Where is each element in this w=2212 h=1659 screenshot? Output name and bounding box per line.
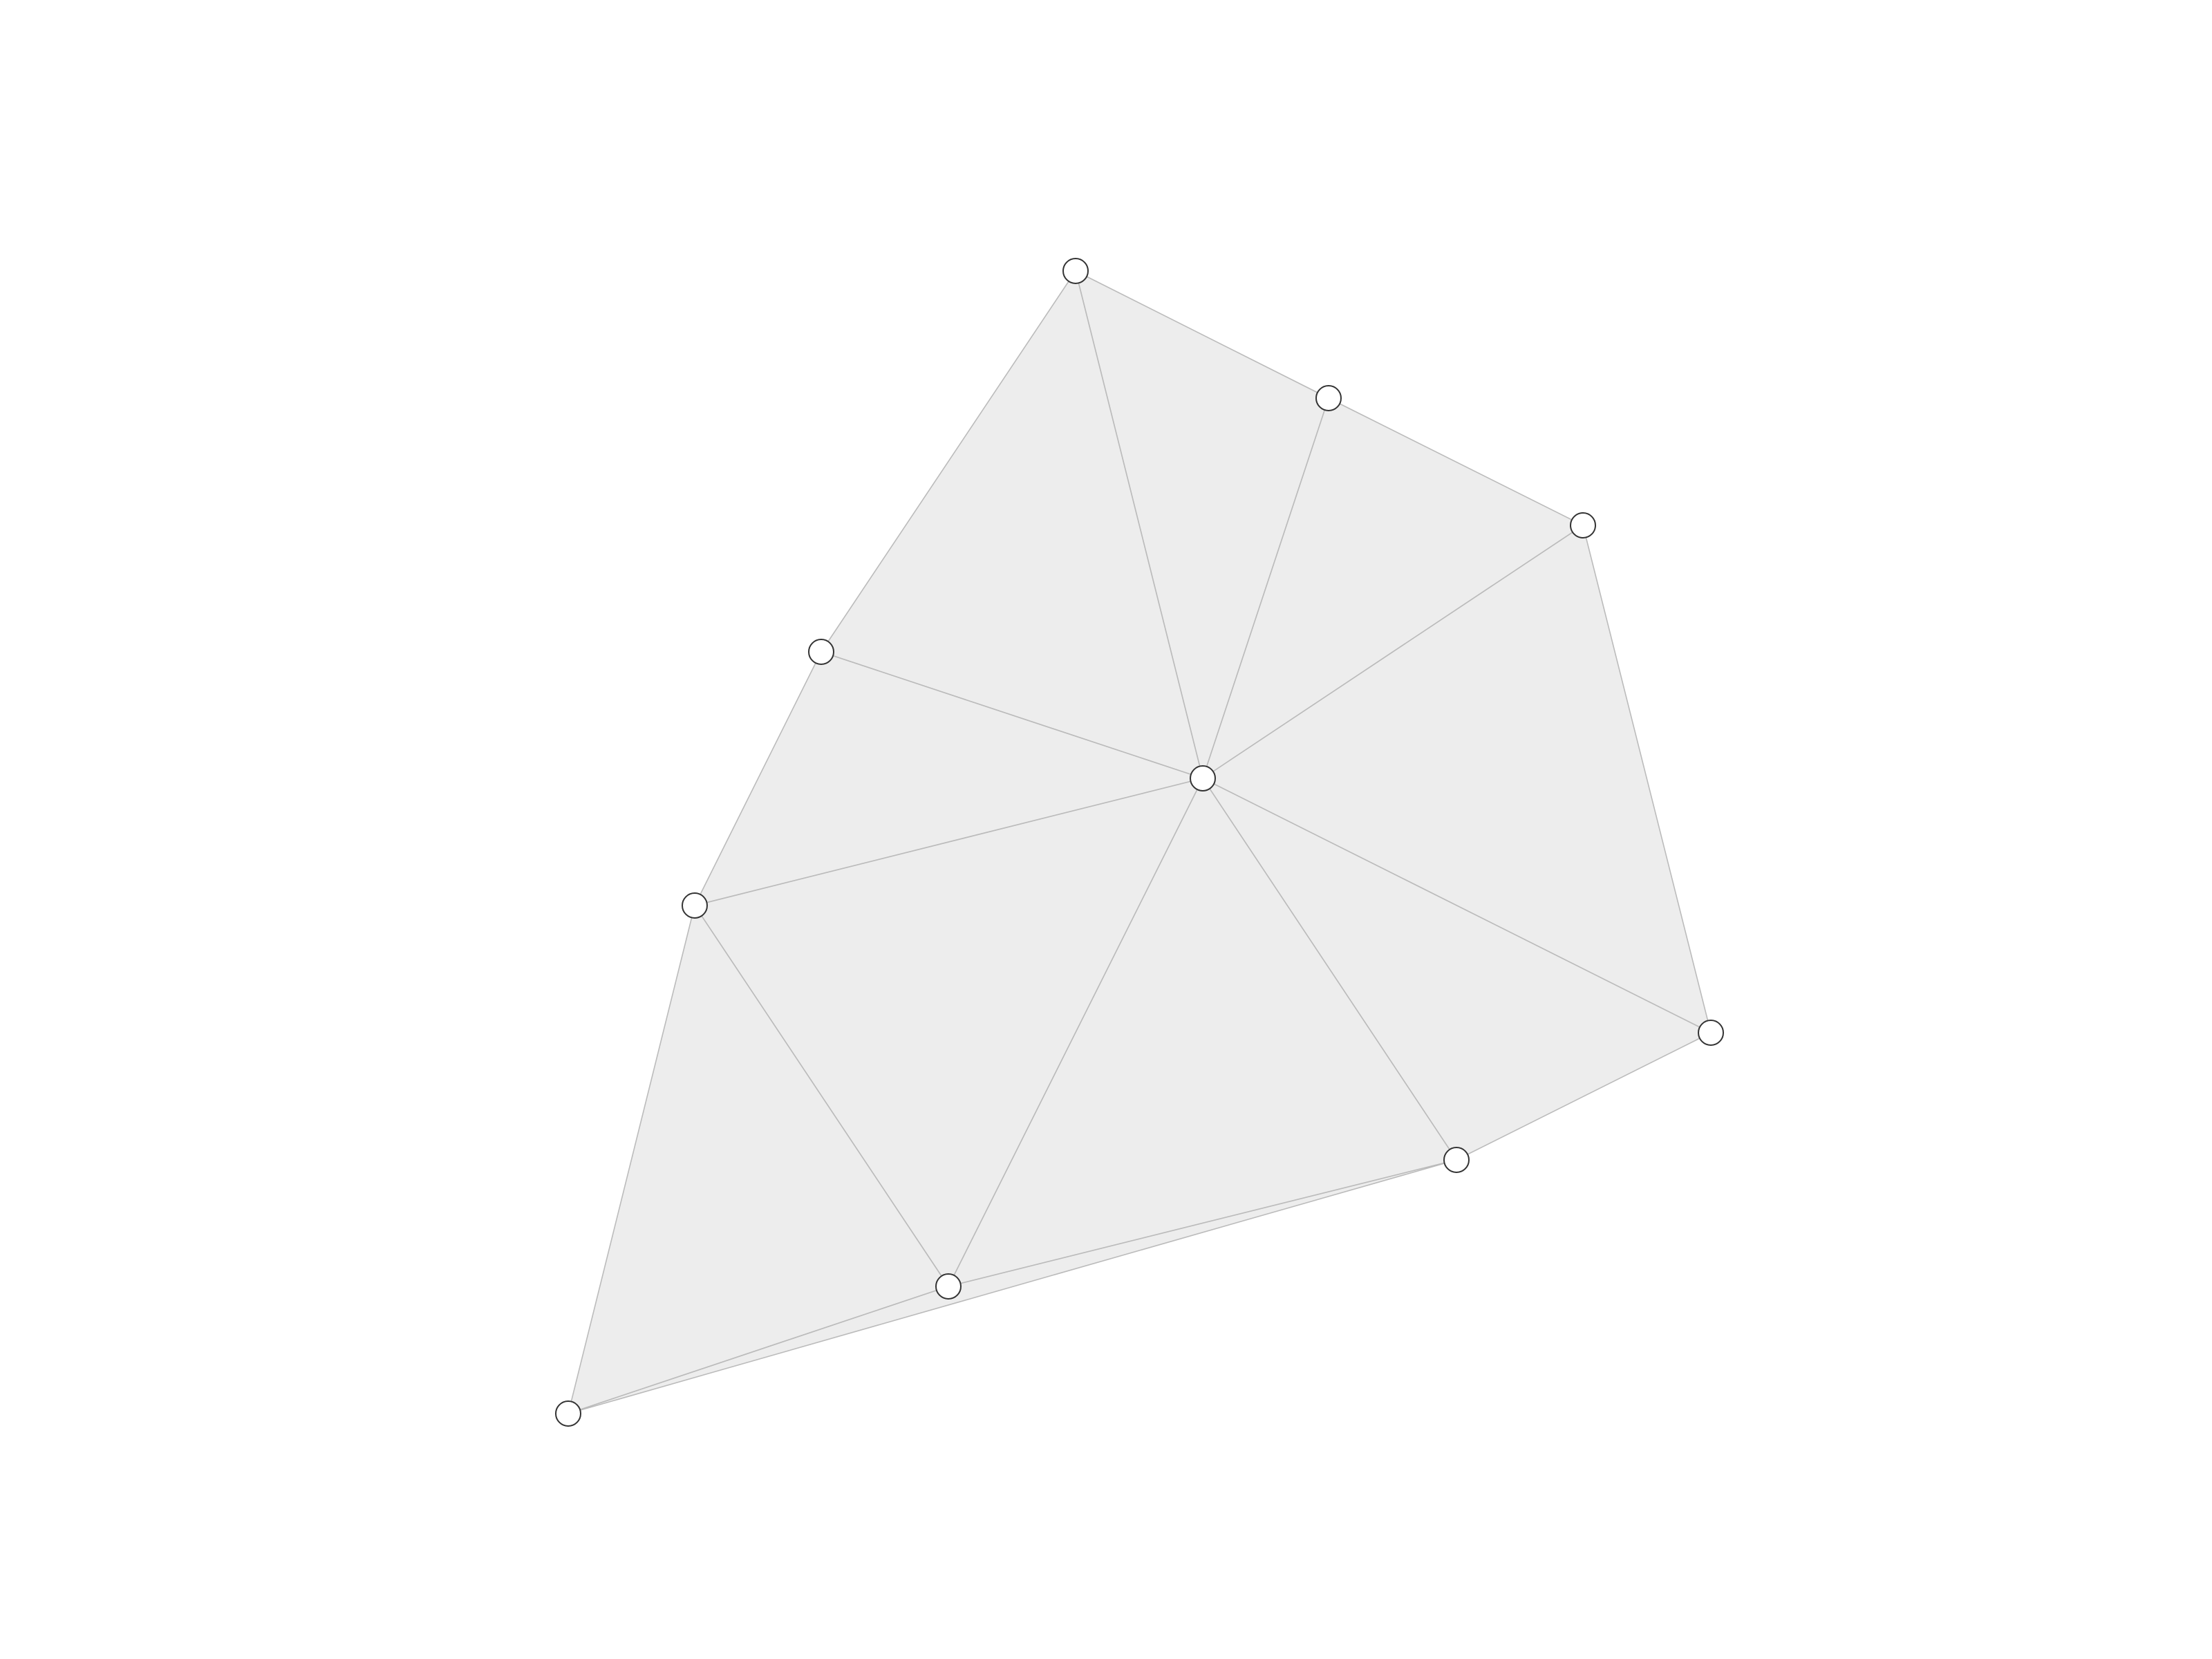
mesh-node-n1[interactable] <box>1315 385 1342 411</box>
mesh-nodes <box>555 258 1724 1427</box>
mesh-node-n4[interactable] <box>1190 765 1216 791</box>
mesh-node-n5[interactable] <box>682 892 708 919</box>
mesh-node-n7[interactable] <box>1443 1147 1470 1173</box>
mesh-node-n2[interactable] <box>1570 512 1596 538</box>
mesh-node-n8[interactable] <box>935 1273 962 1300</box>
mesh-node-n0[interactable] <box>1062 258 1089 284</box>
mesh-node-n6[interactable] <box>1698 1020 1724 1046</box>
mesh-triangle-9 <box>568 1159 1457 1414</box>
mesh-node-n9[interactable] <box>555 1400 581 1427</box>
mesh-node-n3[interactable] <box>808 639 834 665</box>
mesh-faces <box>568 270 1712 1414</box>
